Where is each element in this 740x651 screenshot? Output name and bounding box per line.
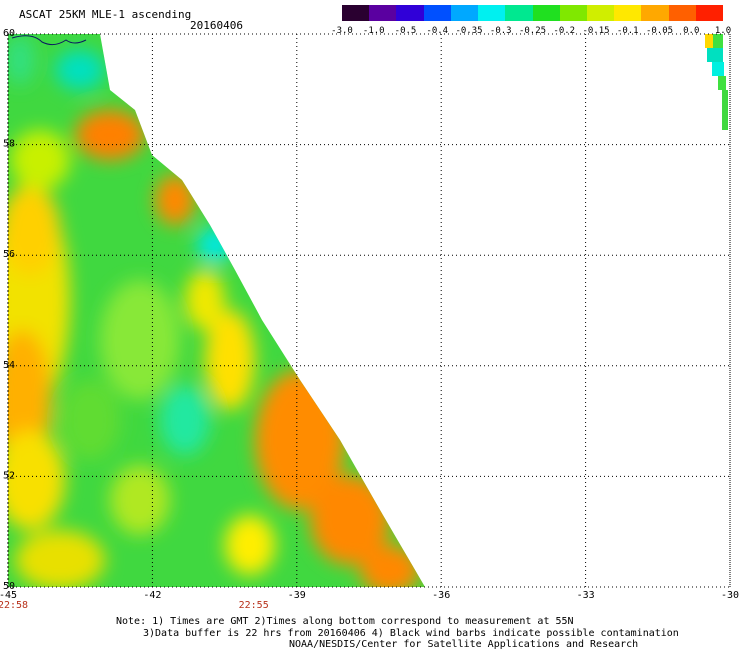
colorbar-segment <box>559 5 587 21</box>
colorbar-label: -0.2 <box>553 26 576 36</box>
swath-blob <box>8 185 60 275</box>
lat-tick-label: 58 <box>3 139 15 150</box>
swath-right-cell <box>718 76 726 90</box>
colorbar-label: 1.0 <box>714 26 732 36</box>
map-date: 20160406 <box>190 19 243 32</box>
swath-blob <box>185 270 225 330</box>
lon-tick-label: -39 <box>288 590 306 601</box>
colorbar-label: -0.1 <box>616 26 639 36</box>
colorbar-segment <box>396 5 424 21</box>
lon-tick-label: -33 <box>577 590 595 601</box>
colorbar-segment <box>532 5 560 21</box>
colorbar <box>342 5 724 21</box>
colorbar-label: -1.0 <box>362 26 385 36</box>
colorbar-segment <box>478 5 506 21</box>
lon-tick-label: -42 <box>143 590 161 601</box>
axis-ticks: -45 -42 -39 -36 -33 -30 60 58 56 54 52 50 22:58 22:55 <box>0 28 739 611</box>
colorbar-segment <box>342 5 370 21</box>
swath-right-cell <box>712 62 724 76</box>
swath-blob <box>8 430 65 530</box>
lon-tick-label: -36 <box>432 590 450 601</box>
colorbar-label: -0.25 <box>518 26 547 36</box>
colorbar-segment <box>423 5 451 21</box>
colorbar-segment <box>369 5 397 21</box>
colorbar-label: 0.0 <box>683 26 700 36</box>
swath-blob <box>15 530 105 587</box>
swath-blob <box>55 50 105 90</box>
colorbar-segment <box>586 5 615 21</box>
map-frame <box>7 33 731 588</box>
colorbar-segment <box>668 5 696 21</box>
colorbar-label: -0.15 <box>582 26 610 36</box>
colorbar-label: -0.5 <box>394 26 417 36</box>
colorbar-segment <box>505 5 533 21</box>
colorbar-label: -0.4 <box>426 26 449 36</box>
swath-blob <box>8 35 35 85</box>
swath-blob <box>10 130 70 190</box>
swath-right-cell <box>705 34 713 48</box>
swath-right-strip <box>705 34 728 130</box>
swath-fill <box>8 34 425 587</box>
swath-blob <box>197 227 233 263</box>
lat-tick-label: 52 <box>3 470 15 481</box>
note-line-1: Note: 1) Times are GMT 2)Times along bot… <box>116 616 574 627</box>
swath-blob <box>225 515 275 575</box>
coastline <box>11 35 87 46</box>
colorbar-label: -0.05 <box>645 26 674 36</box>
swath-blob <box>60 380 120 460</box>
map-title: ASCAT 25KM MLE-1 ascending <box>19 8 192 21</box>
time-label: 22:58 <box>0 600 28 611</box>
map-plot: -45 -42 -39 -36 -33 -30 60 58 56 54 52 50 22:58 22:55 <box>0 28 739 611</box>
colorbar-segment <box>450 5 479 21</box>
swath-blob <box>205 310 255 410</box>
swath-data <box>8 34 728 587</box>
lon-tick-label: -45 <box>0 590 17 601</box>
lon-tick-label: -30 <box>721 590 739 601</box>
swath-blob <box>155 175 195 225</box>
colorbar-label: -0.35 <box>455 26 483 36</box>
note-line-2: 3)Data buffer is 22 hrs from 20160406 4)… <box>143 628 679 639</box>
lat-tick-label: 56 <box>3 249 15 260</box>
swath-blob <box>310 475 390 565</box>
swath-blob <box>160 385 210 455</box>
lat-tick-label: 54 <box>3 360 15 371</box>
swath-blobs <box>8 35 420 587</box>
lat-tick-label: 50 <box>3 581 15 592</box>
swath-right-cell <box>722 90 728 130</box>
grid-lines <box>7 33 731 588</box>
swath-blob <box>100 280 180 400</box>
colorbar-label: -0.3 <box>489 26 512 36</box>
lat-tick-label: 60 <box>3 28 15 39</box>
swath-blob <box>360 545 420 587</box>
colorbar-segment <box>695 5 724 21</box>
note-line-3: NOAA/NESDIS/Center for Satellite Applica… <box>289 639 639 650</box>
swath-blob <box>110 465 170 535</box>
time-label: 22:55 <box>239 600 269 611</box>
colorbar-segment <box>641 5 669 21</box>
colorbar-segment <box>614 5 642 21</box>
colorbar-label: -3.0 <box>331 26 353 36</box>
swath-blob <box>75 110 145 160</box>
swath-right-cell <box>707 48 723 62</box>
